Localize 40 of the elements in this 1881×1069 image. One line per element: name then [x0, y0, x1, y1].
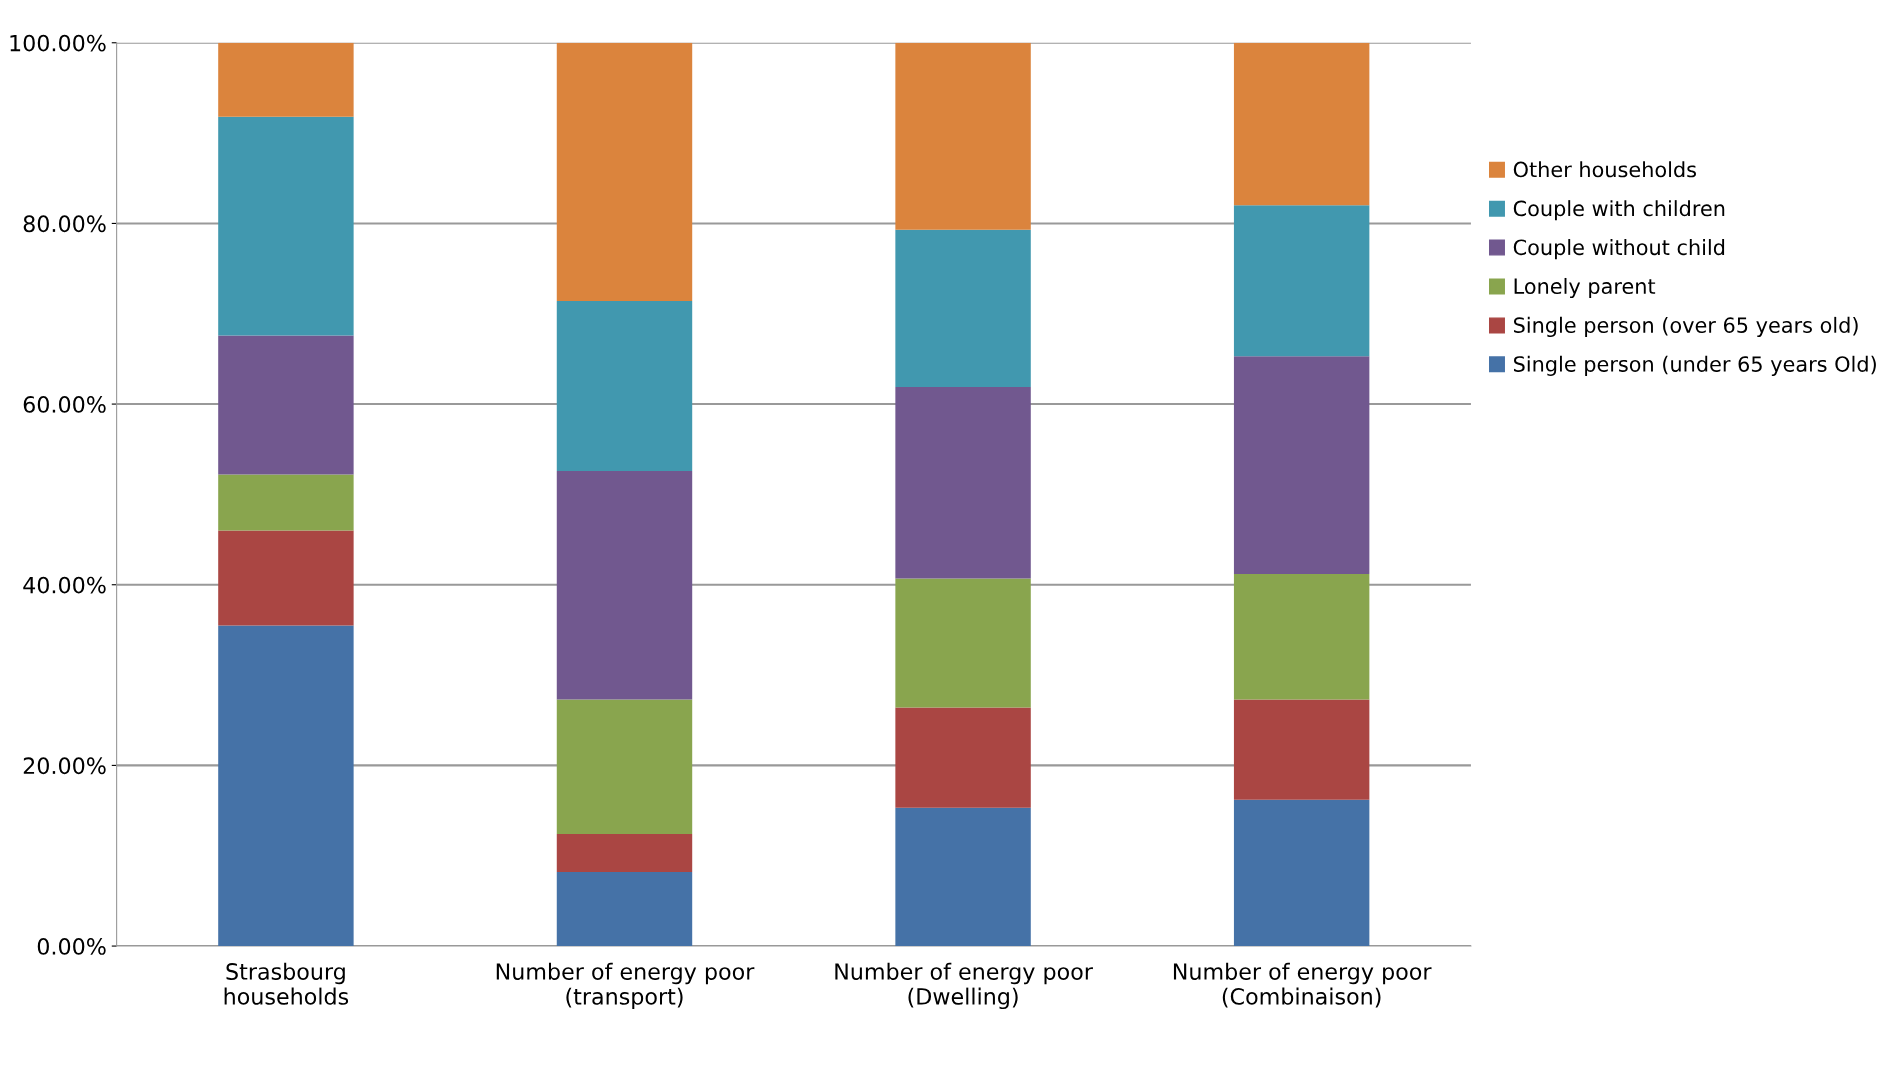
- y-tick-label: 40.00%: [23, 576, 106, 594]
- bar: [556, 470, 693, 700]
- bar: [556, 42, 693, 302]
- legend-label: Lonely parent: [1514, 277, 1656, 299]
- y-tick-label: 80.00%: [23, 215, 106, 233]
- bar: [556, 301, 693, 471]
- legend-label: Single person (under 65 years Old): [1513, 355, 1876, 376]
- bar: [218, 530, 354, 626]
- x-tick-label: Number of energy poor (Dwelling): [835, 962, 1093, 1010]
- y-tick-label: 60.00%: [23, 396, 106, 413]
- bar: [218, 42, 354, 117]
- legend-label: Single person (over 65 years old): [1513, 316, 1858, 338]
- bar: [218, 474, 354, 531]
- bar: [1233, 799, 1370, 947]
- x-tick-label: Number of energy poor (Combinaison): [1173, 962, 1432, 1008]
- bar: [1233, 356, 1370, 574]
- legend-label: Couple without child: [1513, 239, 1725, 260]
- bar: [556, 699, 693, 835]
- x-tick-label: Number of energy poor (transport): [496, 962, 755, 1010]
- bar: [895, 807, 1031, 947]
- y-tick-label: 0.00%: [37, 938, 106, 955]
- legend-label: Couple with children: [1513, 200, 1725, 221]
- bar: [895, 229, 1031, 387]
- bar: [895, 42, 1031, 230]
- bar: [556, 871, 693, 947]
- bar: [1233, 42, 1370, 206]
- bar: [895, 386, 1031, 579]
- bar: [1233, 573, 1370, 700]
- bar: [1233, 205, 1370, 357]
- legend-label: Other households: [1513, 161, 1697, 178]
- bar: [218, 116, 354, 336]
- bar: [218, 625, 354, 947]
- y-tick-label: 100.00%: [10, 34, 106, 52]
- bar: [556, 834, 693, 872]
- bar: [895, 707, 1031, 808]
- y-tick-label: 20.00%: [23, 757, 106, 775]
- bar: [218, 335, 354, 475]
- bar: [1233, 699, 1370, 800]
- x-tick-label: Strasbourg households: [224, 962, 349, 1005]
- bar: [895, 578, 1031, 708]
